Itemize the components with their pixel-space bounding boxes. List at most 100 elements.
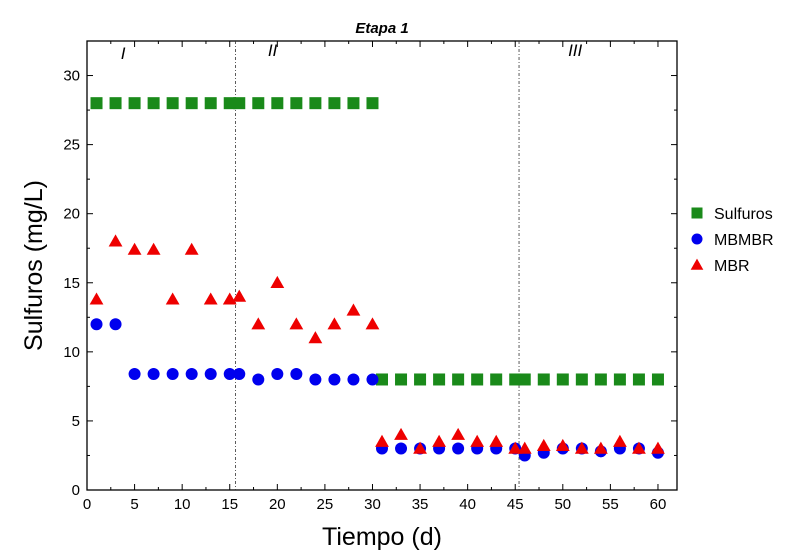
sulfuros-point [223, 97, 236, 110]
sulfuros-point [613, 373, 626, 386]
sulfuros-point [452, 373, 465, 386]
mbmbr-point [109, 318, 122, 331]
mbr-point [574, 441, 589, 454]
sulfuros-point [204, 97, 217, 110]
mbmbr-point [328, 373, 341, 386]
sulfuros-point [490, 373, 503, 386]
mbr-point [346, 303, 361, 316]
sulfuros-point [347, 97, 360, 110]
sulfuros-point [147, 97, 160, 110]
mbr-point [308, 331, 323, 344]
mbmbr-point [147, 367, 160, 380]
sulfuros-point [433, 373, 446, 386]
x-tick-label: 60 [650, 496, 667, 513]
mbmbr-point [309, 373, 322, 386]
mbr-point [108, 234, 123, 247]
y-tick-label: 5 [72, 413, 80, 430]
mbr-point [451, 427, 466, 440]
mbr-point [289, 317, 304, 330]
sulfuros-point [556, 373, 569, 386]
y-tick-label: 10 [63, 344, 80, 361]
sulfuros-point [109, 97, 122, 110]
sulfuros-point [575, 373, 588, 386]
mbmbr-point [395, 442, 408, 455]
x-tick-label: 0 [83, 496, 91, 513]
mbr-point [365, 317, 380, 330]
mbr-point [375, 434, 389, 447]
sulfuros-point [366, 97, 379, 110]
sulfuros-point [252, 97, 265, 110]
sulfuros-point [309, 97, 322, 110]
x-axis-label: Tiempo (d) [322, 523, 442, 551]
x-tick-label: 35 [412, 496, 429, 513]
mbr-point [251, 317, 266, 330]
mbr-point [184, 242, 199, 255]
mbmbr-point [252, 373, 265, 386]
sulfuros-point [632, 373, 645, 386]
x-tick-label: 5 [130, 496, 138, 513]
sulfuros-point [271, 97, 284, 110]
sulfuros-point [376, 373, 388, 386]
sulfuros-point [594, 373, 607, 386]
phase-label: III [568, 41, 582, 60]
mbr-point [270, 275, 285, 288]
mbr-point [327, 317, 342, 330]
mbr-point [508, 441, 523, 454]
legend-marker-mbmbr [691, 233, 703, 245]
y-tick-label: 0 [72, 482, 80, 499]
mbr-point [394, 427, 408, 440]
x-tick-label: 15 [221, 496, 238, 513]
sulfuros-point [185, 97, 198, 110]
x-tick-label: 30 [364, 496, 381, 513]
sulfuros-point [290, 97, 303, 110]
mbr-point [203, 292, 218, 305]
mbr-point [536, 438, 551, 451]
mbr-point [165, 292, 180, 305]
legend-label-sulfuros: Sulfuros [714, 206, 773, 223]
mbmbr-point [185, 367, 198, 380]
mbr-point [632, 441, 646, 454]
mbmbr-point [271, 367, 284, 380]
sulfuros-point [328, 97, 341, 110]
y-tick-label: 20 [63, 206, 80, 223]
mbmbr-point [90, 318, 103, 331]
sulfuros-point [414, 373, 427, 386]
phase-label: II [268, 41, 278, 60]
y-tick-label: 30 [63, 68, 80, 85]
sulfuros-point [471, 373, 484, 386]
mbr-point [593, 441, 608, 454]
y-tick-label: 15 [63, 275, 80, 292]
mbr-point [432, 434, 446, 447]
plot-frame [86, 40, 678, 491]
x-tick-label: 25 [317, 496, 334, 513]
mbr-point [470, 434, 485, 447]
mbmbr-point [290, 367, 303, 380]
x-tick-label: 20 [269, 496, 286, 513]
y-axis-label: Sulfuros (mg/L) [20, 180, 48, 351]
sulfuros-point [128, 97, 141, 110]
x-tick-label: 55 [602, 496, 619, 513]
sulfuros-point [395, 373, 408, 386]
y-tick-label: 25 [63, 137, 80, 154]
mbmbr-point [233, 367, 246, 380]
mbmbr-point [347, 373, 360, 386]
mbr-point [555, 438, 570, 451]
chart-title: Etapa 1 [355, 20, 408, 37]
mbr-point [127, 242, 142, 255]
mbmbr-point [452, 442, 465, 455]
sulfuros-point [509, 373, 522, 386]
mbr-point [413, 441, 427, 454]
mbr-point [613, 434, 627, 447]
sulfuros-point [90, 97, 103, 110]
mbmbr-point [166, 367, 179, 380]
sulfuros-point [651, 373, 664, 386]
sulfuros-point [166, 97, 179, 110]
x-tick-label: 10 [174, 496, 191, 513]
legend-marker-sulfuros [691, 207, 703, 219]
legend-label-mbmbr: MBMBR [714, 232, 774, 249]
mbr-point [146, 242, 161, 255]
sulfuros-point [233, 97, 246, 110]
phase-label: I [121, 44, 126, 63]
mbr-point [232, 289, 247, 302]
